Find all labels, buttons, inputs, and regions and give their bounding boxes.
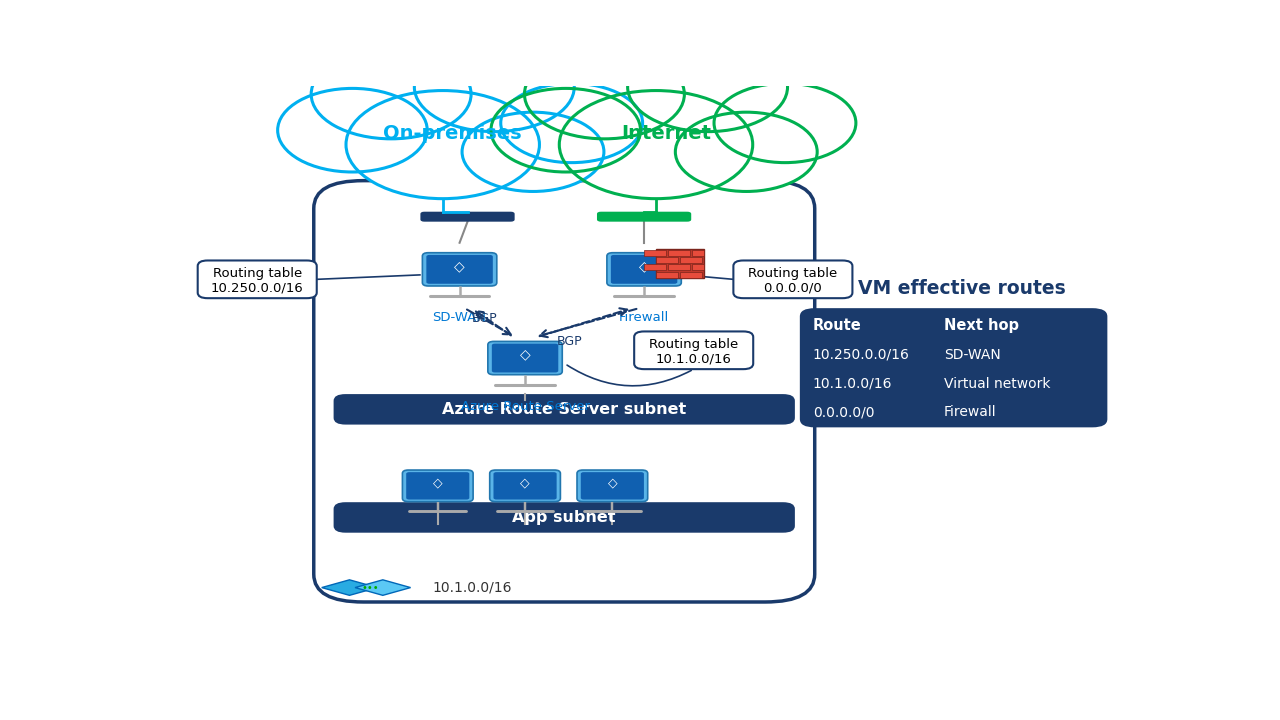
Text: App VM effective routes: App VM effective routes [810,279,1065,298]
Circle shape [311,50,471,139]
Circle shape [415,42,575,132]
FancyBboxPatch shape [800,308,1107,428]
FancyBboxPatch shape [596,212,691,222]
Bar [680,257,701,264]
Circle shape [346,91,539,199]
Text: Firewall: Firewall [620,311,669,324]
Text: 10.1.0.0/16: 10.1.0.0/16 [813,377,892,390]
FancyBboxPatch shape [488,341,562,374]
Text: 10.1.0.0/16: 10.1.0.0/16 [655,352,732,365]
FancyBboxPatch shape [634,331,753,369]
Text: App subnet: App subnet [512,510,616,525]
Text: BGP: BGP [471,312,497,325]
Text: •••: ••• [361,582,379,593]
Circle shape [676,112,817,192]
Bar [657,257,678,264]
Text: 10.1.0.0/16: 10.1.0.0/16 [433,580,512,595]
Circle shape [525,50,685,139]
Text: 0.0.0.0/0: 0.0.0.0/0 [813,405,874,419]
Text: Virtual network: Virtual network [943,377,1050,390]
FancyBboxPatch shape [406,472,470,500]
FancyBboxPatch shape [494,472,557,500]
Text: Next hop: Next hop [943,318,1019,333]
Text: 0.0.0.0/0: 0.0.0.0/0 [764,281,822,294]
Text: Routing table: Routing table [649,338,739,351]
FancyBboxPatch shape [657,249,704,278]
Circle shape [714,84,856,163]
FancyBboxPatch shape [334,503,795,533]
Text: ◇: ◇ [608,476,617,489]
Text: Routing table: Routing table [212,267,302,280]
Text: ◇: ◇ [520,476,530,489]
Circle shape [492,89,640,172]
Text: BGP: BGP [557,335,582,348]
Text: Firewall: Firewall [943,405,996,419]
FancyBboxPatch shape [577,470,648,502]
Bar [657,271,678,278]
Circle shape [462,112,604,192]
Text: ◇: ◇ [520,348,530,361]
Bar [644,250,666,256]
Bar [668,264,690,271]
Text: 10.250.0.0/16: 10.250.0.0/16 [211,281,303,294]
FancyBboxPatch shape [334,394,795,425]
Bar [691,264,704,271]
FancyBboxPatch shape [402,470,474,502]
Text: ◇: ◇ [639,259,649,273]
Circle shape [627,42,787,132]
Polygon shape [321,580,378,595]
Polygon shape [355,580,411,595]
Circle shape [559,91,753,199]
Text: SD-WAN: SD-WAN [433,311,486,324]
FancyBboxPatch shape [426,255,493,284]
FancyBboxPatch shape [490,470,561,502]
FancyBboxPatch shape [733,261,852,298]
FancyBboxPatch shape [314,181,815,602]
Text: Routing table: Routing table [749,267,837,280]
Text: SD-WAN: SD-WAN [943,348,1001,361]
FancyBboxPatch shape [607,253,681,286]
Text: ◇: ◇ [433,476,443,489]
Circle shape [278,89,428,172]
Bar [644,264,666,271]
Bar [691,250,704,256]
FancyBboxPatch shape [492,343,558,372]
FancyBboxPatch shape [422,253,497,286]
Text: Azure Route Server subnet: Azure Route Server subnet [442,402,686,417]
Text: On-premises: On-premises [383,124,522,143]
Bar [668,250,690,256]
Text: Azure Route Server: Azure Route Server [461,400,590,413]
Bar [680,271,701,278]
FancyBboxPatch shape [581,472,644,500]
FancyBboxPatch shape [420,212,515,222]
Text: Route: Route [813,318,861,333]
FancyBboxPatch shape [197,261,316,298]
Text: ◇: ◇ [454,259,465,273]
FancyBboxPatch shape [611,255,677,284]
Text: 10.250.0.0/16: 10.250.0.0/16 [813,348,910,361]
Text: Internet: Internet [621,124,710,143]
Circle shape [500,84,643,163]
